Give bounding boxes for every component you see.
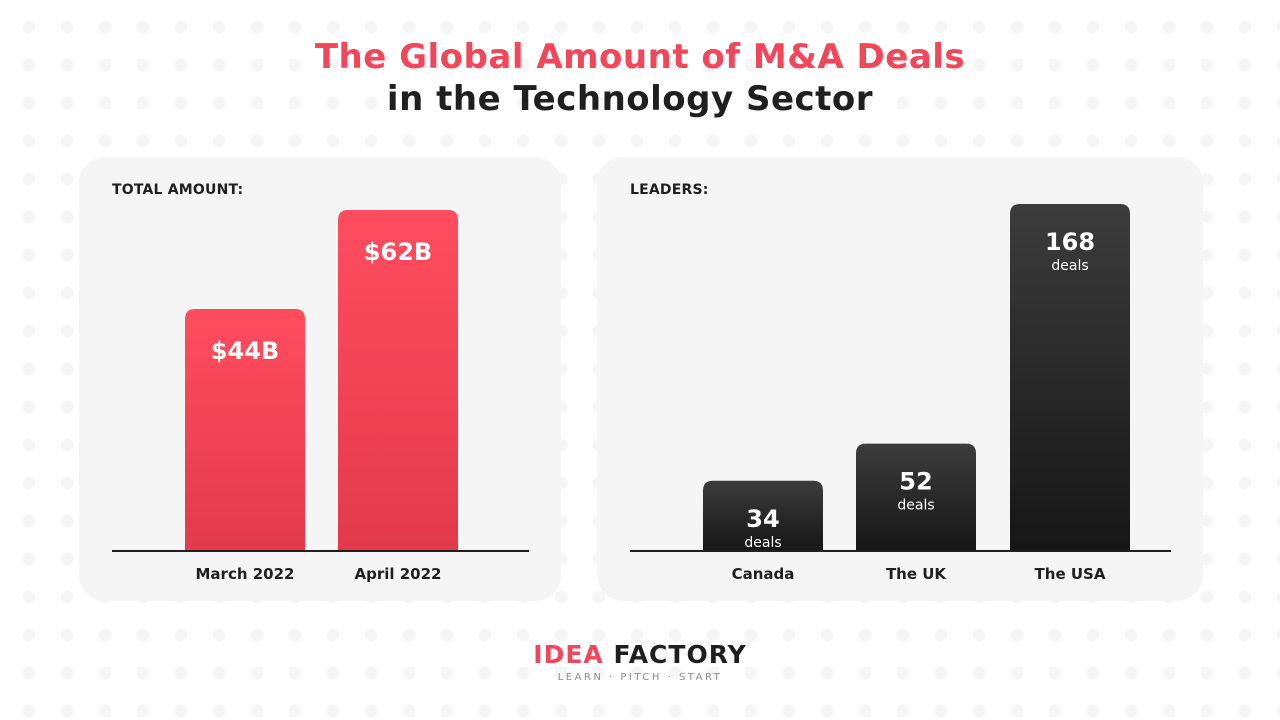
bar-unit-label: deals	[897, 498, 934, 514]
total-amount-label: TOTAL AMOUNT:	[112, 182, 244, 198]
total-amount-chart: $44B March 2022 $62B April 2022	[112, 210, 529, 583]
bar-april-2022	[338, 210, 458, 551]
bar-value-label: 52	[899, 468, 932, 496]
leaders-chart: 34 deals Canada 52 deals The UK 168 deals The US…	[630, 204, 1171, 583]
bar-value-label: 168	[1045, 228, 1095, 256]
bar-value-label: $62B	[364, 238, 432, 266]
page-title: The Global Amount of M&A Deals in the Te…	[0, 36, 1280, 120]
title-line-1: The Global Amount of M&A Deals	[314, 37, 966, 77]
bar-unit-label: deals	[744, 535, 781, 551]
leaders-label: LEADERS:	[630, 182, 709, 198]
bar-canada	[703, 480, 823, 551]
category-label: The USA	[1035, 565, 1106, 583]
bar-value-label: $44B	[211, 337, 279, 365]
logo-word-idea: IDEA	[533, 640, 604, 669]
category-label: Canada	[732, 565, 795, 583]
bar-the-uk	[856, 443, 976, 551]
category-label: April 2022	[355, 565, 442, 583]
idea-factory-logo: IDEA FACTORY	[0, 641, 1280, 669]
category-label: The UK	[886, 565, 947, 583]
bar-march-2022	[185, 309, 305, 551]
category-label: March 2022	[196, 565, 295, 583]
leaders-panel: LEADERS: 34 deals Canada 52 deals The UK 168 de…	[597, 157, 1203, 601]
logo-word-factory: FACTORY	[613, 640, 747, 669]
bar-unit-label: deals	[1051, 258, 1088, 274]
logo-tagline: LEARN · PITCH · START	[557, 672, 723, 683]
bar-value-label: 34	[746, 505, 779, 533]
title-line-2: in the Technology Sector	[386, 79, 874, 119]
bar-the-usa	[1010, 204, 1130, 551]
total-amount-panel: TOTAL AMOUNT: $44B March 2022 $62B April 20…	[79, 157, 561, 601]
